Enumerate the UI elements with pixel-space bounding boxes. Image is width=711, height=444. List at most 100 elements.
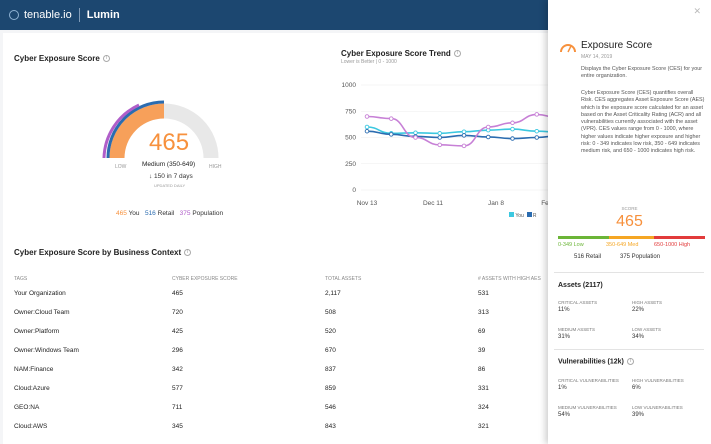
context-title: Cyber Exposure Score by Business Context… [14, 248, 192, 257]
panel-desc-summary: Displays the Cyber Exposure Score (CES) … [581, 66, 703, 80]
risk-scale-bar [558, 236, 705, 239]
cell-high: 69 [478, 328, 486, 335]
legend-retail-label: Retail [157, 210, 175, 217]
cell-high: 324 [478, 404, 489, 411]
header-total-assets[interactable]: TOTAL ASSETS [325, 276, 362, 282]
context-table: TAGS CYBER EXPOSURE SCORE TOTAL ASSETS #… [14, 276, 545, 442]
cell-high: 531 [478, 290, 489, 297]
data-point [485, 134, 491, 140]
table-row[interactable]: Cloud:Azure 577 859 331 [14, 385, 545, 404]
risk-low-label: 0-349 Low [558, 242, 584, 248]
legend-population-value: 375 [179, 210, 191, 217]
cell-score: 577 [172, 385, 183, 392]
info-icon[interactable]: i [453, 50, 461, 58]
cell-high: 86 [478, 366, 486, 373]
cell-tag: NAM:Finance [14, 366, 54, 373]
trend-title: Cyber Exposure Score Trend i [341, 49, 461, 58]
x-tick-label: Jan 8 [488, 200, 504, 207]
gauge-updated: UPDATED DAILY [154, 183, 186, 188]
x-tick-label: Dec 11 [423, 200, 443, 207]
info-icon[interactable]: i [626, 358, 634, 365]
asset-label-critical: CRITICAL ASSETS [558, 300, 598, 305]
legend-you-value: 465 [116, 210, 127, 217]
data-point [413, 130, 418, 136]
gauge-low-label: LOW [115, 164, 127, 170]
panel-score: 465 [616, 213, 643, 230]
info-icon[interactable]: i [184, 249, 192, 257]
cell-total: 2,117 [325, 290, 341, 297]
gauge-ring-population [102, 103, 140, 159]
cell-score: 296 [172, 347, 183, 354]
brand-name[interactable]: tenable.io [24, 9, 72, 21]
data-point [510, 136, 515, 141]
panel-score-label: SCORE [621, 206, 638, 211]
trend-legend-you: You [515, 213, 524, 219]
table-row[interactable]: Your Organization 465 2,117 531 [14, 290, 545, 309]
panel-date: MAY 14, 2019 [581, 54, 613, 60]
asset-value-low: 34% [632, 334, 645, 340]
vuln-label-critical: CRITICAL VULNERABILITIES [558, 378, 619, 383]
gauge-legend: 465 You 516 Retail 375 Population [116, 210, 223, 217]
cell-high: 331 [478, 385, 489, 392]
y-tick-label: 250 [345, 161, 356, 168]
table-row[interactable]: GEO:NA 711 546 324 [14, 404, 545, 423]
trend-legend: You R [509, 212, 537, 219]
table-row[interactable]: Owner:Windows Team 296 670 39 [14, 347, 545, 366]
y-tick-label: 0 [352, 187, 356, 194]
table-row[interactable]: NAM:Finance 342 837 86 [14, 366, 545, 385]
gauge-high-label: HIGH [209, 164, 222, 170]
table-row[interactable]: Cloud:AWS 345 843 321 [14, 423, 545, 442]
risk-scale-med [609, 236, 654, 239]
asset-label-high: HIGH ASSETS [632, 300, 663, 305]
asset-value-high: 22% [632, 307, 645, 313]
cell-total: 837 [325, 366, 336, 373]
gauge-icon [560, 44, 576, 53]
cell-tag: Owner:Platform [14, 328, 60, 335]
data-point [413, 135, 418, 140]
panel-desc-detail: Cyber Exposure Score (CES) quantifies ov… [581, 90, 705, 155]
tenable-logo-icon [9, 10, 19, 20]
divider [554, 349, 704, 350]
header-tags[interactable]: TAGS [14, 276, 28, 282]
product-name[interactable]: Lumin [86, 9, 120, 21]
gauge-ring-retail [106, 100, 165, 159]
close-icon[interactable]: ✕ [693, 6, 701, 16]
gauge-change: ↓ 150 in 7 days [149, 173, 193, 180]
cell-score: 425 [172, 328, 183, 335]
header-score[interactable]: CYBER EXPOSURE SCORE [172, 276, 238, 282]
vuln-value-medium: 54% [558, 412, 571, 418]
asset-value-medium: 31% [558, 334, 571, 340]
cell-total: 508 [325, 309, 336, 316]
brand-divider [78, 8, 80, 22]
vuln-title: Vulnerabilities (12k) i [558, 358, 634, 365]
info-icon[interactable]: i [102, 55, 110, 63]
table-row[interactable]: Owner:Platform 425 520 69 [14, 328, 545, 347]
risk-scale-high [653, 236, 705, 239]
table-row[interactable]: Owner:Cloud Team 720 508 313 [14, 309, 545, 328]
y-tick-label: 1000 [342, 82, 357, 89]
cell-tag: Cloud:AWS [14, 423, 48, 430]
header-high-aes[interactable]: # ASSETS WITH HIGH AES [478, 276, 541, 282]
vuln-title-text: Vulnerabilities (12k) [558, 358, 624, 366]
cell-score: 720 [172, 309, 183, 316]
cell-total: 546 [325, 404, 336, 411]
cell-tag: Owner:Windows Team [14, 347, 79, 354]
cell-score: 342 [172, 366, 183, 373]
data-point [534, 112, 539, 117]
x-tick-label: Nov 13 [357, 200, 378, 207]
y-tick-label: 500 [345, 135, 356, 142]
legend-retail-value: 516 [144, 210, 156, 217]
data-point [437, 131, 442, 136]
assets-title: Assets (2117) [558, 282, 603, 289]
panel-retail: 516 Retail [574, 254, 602, 260]
x-tick-label: Fe [541, 200, 548, 207]
gauge-range: Medium (350-649) [142, 161, 196, 168]
data-point [510, 120, 515, 126]
series-line [366, 126, 548, 135]
vuln-value-low: 39% [632, 412, 645, 418]
cell-total: 843 [325, 423, 336, 430]
cell-total: 520 [325, 328, 336, 335]
divider [554, 272, 704, 273]
dashboard-main: Cyber Exposure Score i 465 Medium (350-64… [3, 33, 548, 444]
vuln-label-medium: MEDIUM VULNERABILITIES [558, 405, 617, 410]
